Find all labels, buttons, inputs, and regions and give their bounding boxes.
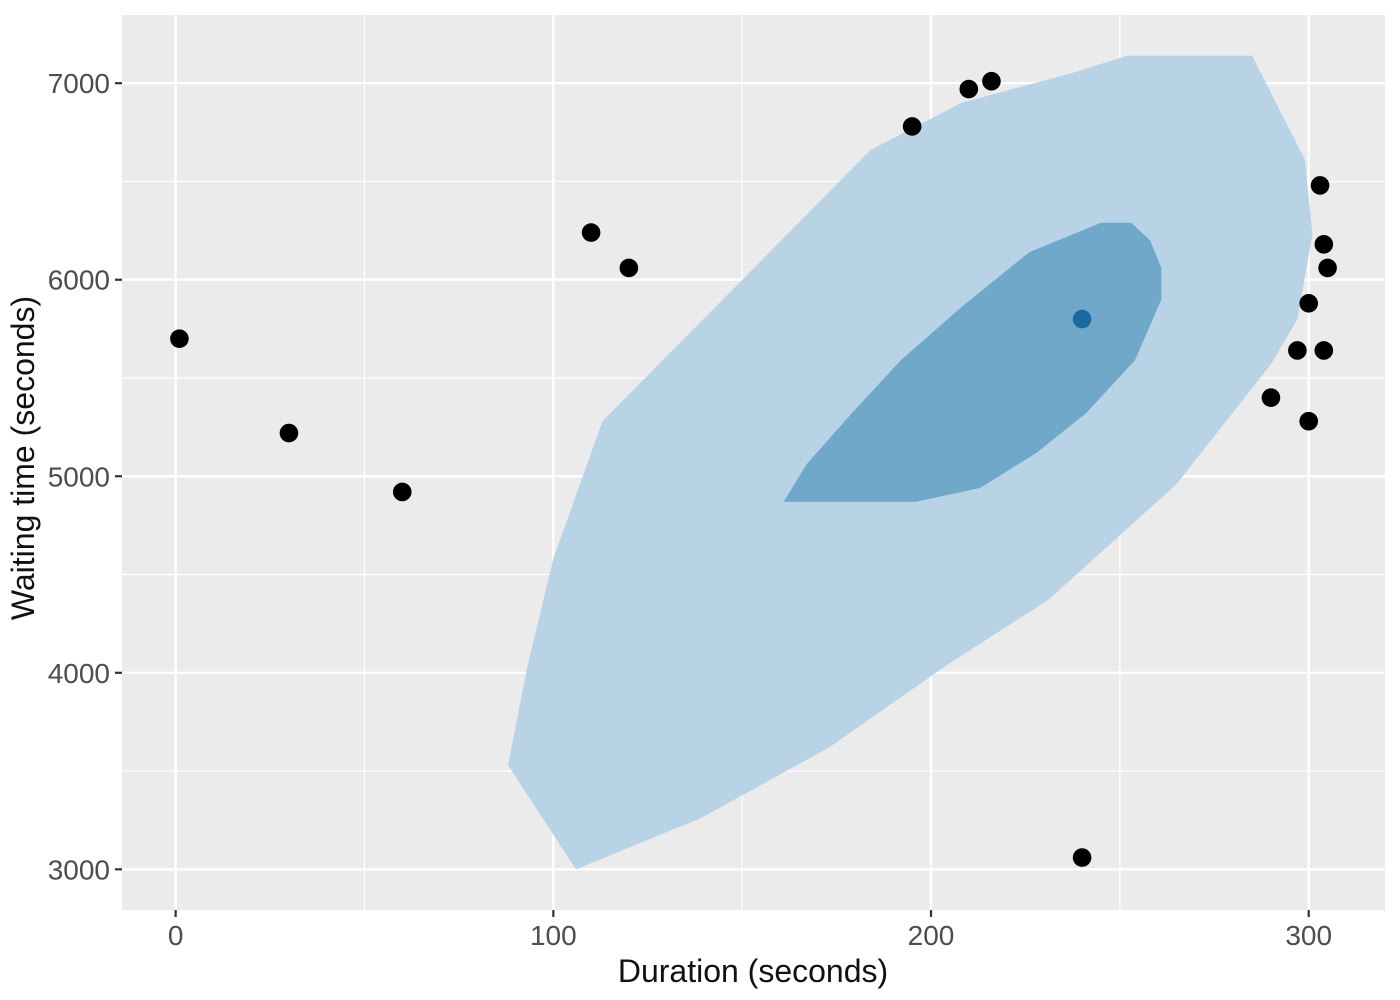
scatter-point — [279, 423, 299, 443]
scatter-point — [170, 329, 189, 348]
scatter-point — [581, 223, 601, 242]
scatter-point — [1310, 176, 1330, 195]
y-tick-label: 6000 — [48, 265, 110, 296]
y-tick-label: 5000 — [48, 461, 110, 492]
scatter-point — [1318, 258, 1337, 278]
y-tick-label: 3000 — [48, 854, 110, 885]
scatter-point — [902, 117, 922, 136]
x-tick-label: 200 — [908, 920, 955, 951]
x-axis-title: Duration (seconds) — [618, 953, 888, 989]
y-axis-title: Waiting time (seconds) — [5, 296, 41, 620]
y-tick-label: 4000 — [48, 658, 110, 689]
scatter-point — [1299, 294, 1319, 313]
x-tick-label: 300 — [1285, 920, 1332, 951]
axis-tick-labels: 0 100 200 300 3000 4000 5000 6000 7000 — [48, 68, 1332, 951]
x-tick-label: 0 — [168, 920, 184, 951]
y-tick-label: 7000 — [48, 68, 110, 99]
scatter-point — [619, 258, 639, 278]
scatter-point — [392, 482, 412, 502]
scatter-point — [1072, 848, 1092, 867]
scatter-point — [959, 79, 979, 99]
data-points — [170, 71, 1337, 867]
scatter-point — [1314, 341, 1334, 360]
x-tick-label: 100 — [530, 920, 577, 951]
scatter-point — [1288, 341, 1307, 360]
scatter-point — [982, 71, 1001, 91]
highlighted-mode-point — [1072, 309, 1092, 329]
inner-density-region — [783, 222, 1162, 502]
density-regions — [508, 55, 1313, 870]
scatter-point — [1299, 411, 1319, 431]
axis-tick-marks — [115, 82, 1310, 917]
scatter-point — [1261, 388, 1281, 407]
scatter-point — [1314, 235, 1334, 254]
